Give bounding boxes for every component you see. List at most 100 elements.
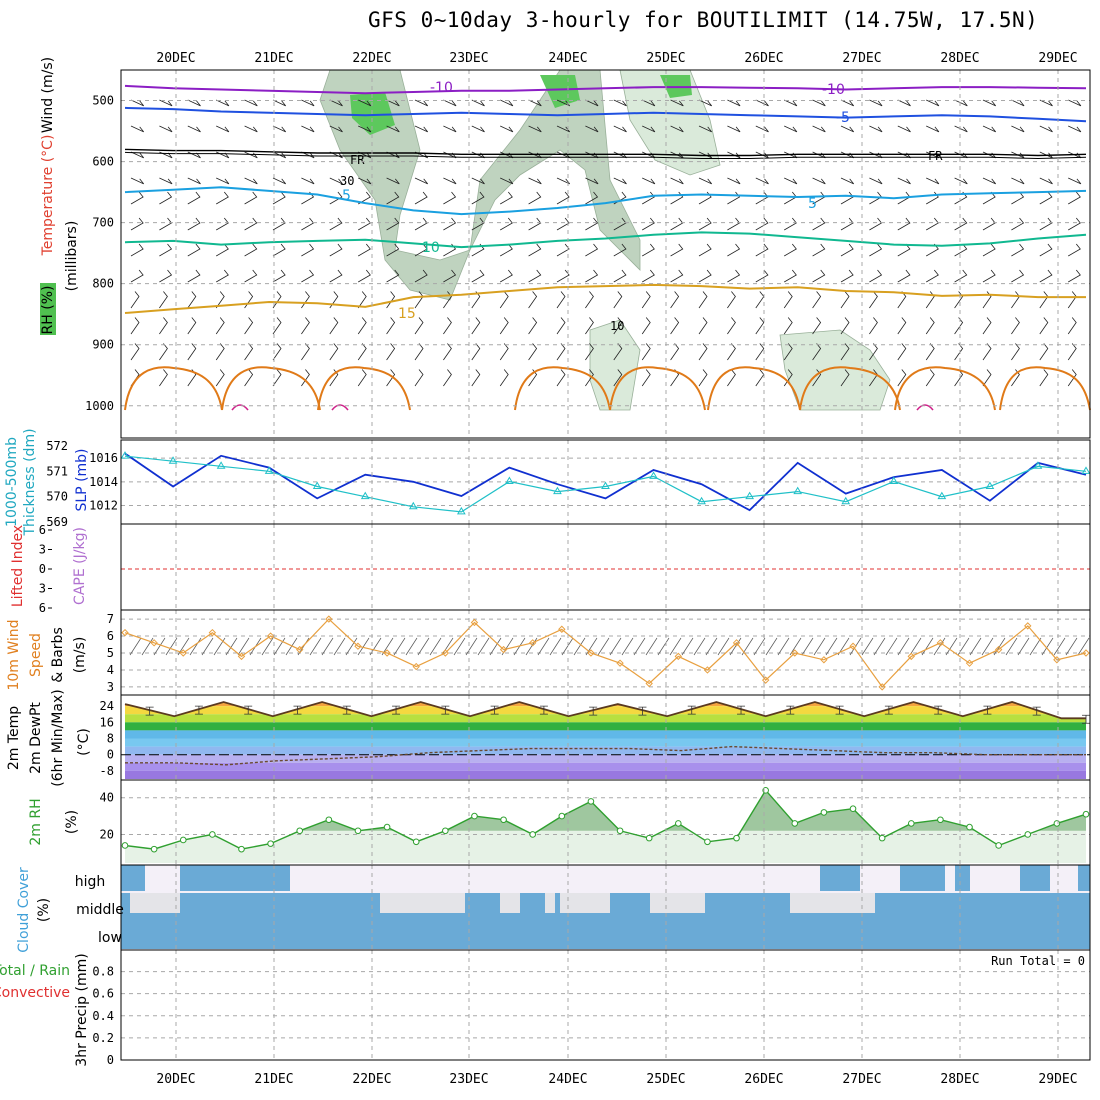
- wind-barb: [925, 217, 939, 231]
- wind-barb: [585, 343, 594, 361]
- thickness-marker: [745, 491, 755, 500]
- wind-barb: [642, 99, 656, 107]
- wind-barb: [925, 317, 935, 335]
- rh2m-marker: [1053, 820, 1061, 827]
- date-top-26DEC: 26DEC: [744, 51, 783, 66]
- wind-barb: [698, 151, 713, 159]
- wind-barb: [414, 99, 429, 107]
- rh-tick-40: 40: [100, 791, 114, 805]
- thickness-tick-571: 571: [46, 464, 68, 478]
- wind-barb: [556, 191, 570, 205]
- wind-barb: [585, 177, 599, 185]
- isotherm-5: [124, 186, 1087, 216]
- wind-barb: [272, 317, 282, 335]
- wind-barb: [272, 217, 286, 231]
- rh2m-marker: [645, 834, 653, 842]
- thickness-marker: [360, 491, 370, 500]
- wind-barb: [869, 243, 883, 257]
- label-dewpt2m: 2m DewPt: [28, 702, 44, 774]
- wind-barb: [187, 151, 201, 159]
- wind10m-barb: [141, 637, 154, 656]
- label-pressure-axis: (millibars): [64, 221, 80, 292]
- cloud-middle-gap-4: [560, 893, 610, 913]
- thickness-marker: [1033, 461, 1043, 469]
- wind-barb: [925, 269, 939, 283]
- wind-barb: [499, 291, 509, 309]
- wind-barb: [443, 291, 452, 309]
- temp-band-2: [125, 714, 1086, 723]
- wind10m-barb: [465, 637, 478, 656]
- contour-label-m5: -5: [836, 110, 850, 126]
- rh2m-marker: [179, 836, 187, 844]
- wind-barb: [982, 343, 992, 361]
- dewpoint2m-line: [125, 745, 1086, 766]
- wind10m-barb: [981, 637, 994, 656]
- wind-barb: [329, 217, 343, 231]
- wind-barb: [159, 291, 168, 309]
- wind-barb: [244, 317, 254, 335]
- wind10m-barb: [189, 637, 202, 656]
- wind-barb: [613, 317, 623, 335]
- wind10m-barb: [813, 637, 826, 656]
- wind-barb: [159, 99, 173, 107]
- wind-barb: [244, 191, 258, 205]
- wind10m-barb: [537, 637, 550, 656]
- contour-label-fr-a: FR: [350, 153, 365, 167]
- wind-barb: [272, 291, 282, 309]
- wind10m-barb: [789, 637, 802, 656]
- temp-band-7: [125, 754, 1086, 763]
- rh-color-swatch: [40, 283, 56, 335]
- rh2m-marker: [616, 827, 624, 835]
- wind10m-barb: [417, 637, 430, 656]
- wind-barb: [414, 369, 424, 387]
- wind-barb: [670, 191, 684, 205]
- wind10m-marker: [528, 639, 537, 647]
- wind-barb: [840, 99, 855, 107]
- wind-barb: [840, 191, 854, 205]
- wind10m-barb: [237, 637, 250, 656]
- temp-tick-16: 16: [100, 715, 114, 729]
- wind-barb: [386, 151, 400, 159]
- wind10m-barb: [705, 637, 718, 656]
- label-total-rain: Total / Rain: [0, 963, 70, 979]
- wind-barb: [783, 291, 793, 309]
- wind-barb: [301, 217, 315, 231]
- wind10m-barb: [549, 637, 562, 656]
- wind-barb: [130, 177, 145, 185]
- wind10m-barb: [273, 637, 286, 656]
- wind-barb: [471, 99, 485, 107]
- thickness-tick-570: 570: [46, 490, 68, 504]
- date-bottom-23DEC: 23DEC: [449, 1072, 488, 1087]
- wind-barb: [159, 343, 168, 361]
- contour-label-5a: 5: [342, 188, 351, 204]
- thickness-marker: [120, 451, 130, 459]
- wind10m-barb: [885, 637, 898, 656]
- wind-barb: [869, 99, 883, 107]
- thickness-marker: [889, 476, 899, 484]
- wind-barb: [897, 177, 911, 185]
- wind-barb: [244, 177, 258, 185]
- wind-barb: [1039, 317, 1049, 335]
- wind-barb: [187, 191, 201, 205]
- temp-minmax-bar: [934, 705, 943, 715]
- wind-barb: [670, 217, 684, 231]
- wind10m-marker: [936, 639, 945, 647]
- label-temperature: Temperature (°C): [40, 135, 56, 257]
- temp-minmax-bar: [835, 705, 844, 715]
- wind-barb: [187, 269, 201, 283]
- li-tick-3: 3: [39, 582, 46, 596]
- wind-barb: [528, 191, 542, 205]
- wind-barb: [755, 99, 769, 107]
- wind-barb: [670, 125, 684, 133]
- wind10m-barb: [921, 637, 934, 656]
- rh2m-marker: [907, 820, 915, 827]
- wind10m-barb: [321, 637, 334, 656]
- wind-barb: [357, 317, 367, 335]
- wind-barb: [784, 125, 798, 133]
- wind-barb: [443, 217, 457, 231]
- wind-barb: [613, 177, 627, 185]
- wind-barb: [528, 125, 542, 133]
- wind10m-barb: [597, 637, 610, 656]
- wind-barb: [1011, 125, 1025, 133]
- thickness-marker: [697, 496, 706, 505]
